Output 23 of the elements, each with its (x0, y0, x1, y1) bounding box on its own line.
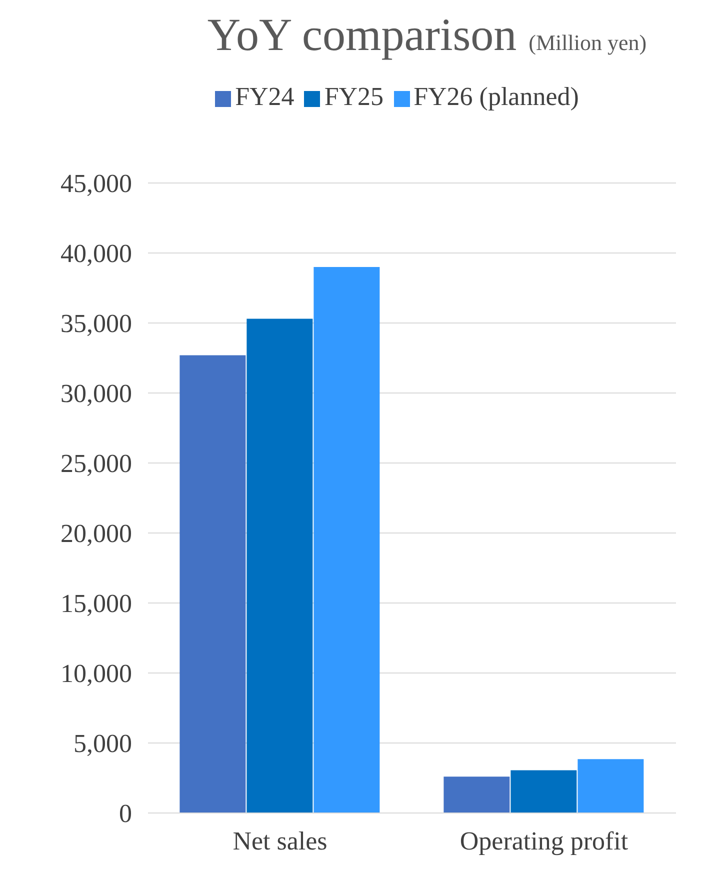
legend-label: FY25 (324, 82, 384, 111)
bar (444, 776, 510, 813)
y-tick-label: 45,000 (60, 169, 132, 198)
legend-label: FY24 (235, 82, 294, 111)
y-tick-label: 10,000 (60, 659, 132, 688)
chart-title: YoY comparison (207, 9, 517, 60)
chart-subtitle: (Million yen) (528, 30, 647, 55)
y-tick-label: 40,000 (60, 239, 132, 268)
y-tick-label: 15,000 (60, 589, 132, 618)
y-tick-label: 35,000 (60, 309, 132, 338)
y-tick-label: 0 (119, 799, 132, 828)
bar (510, 770, 577, 813)
y-tick-label: 25,000 (60, 449, 132, 478)
legend-label: FY26 (planned) (414, 82, 579, 111)
y-tick-label: 20,000 (60, 519, 132, 548)
y-tick-label: 30,000 (60, 379, 132, 408)
bar (180, 355, 246, 813)
x-tick-label: Operating profit (460, 826, 629, 856)
x-tick-label: Net sales (232, 826, 328, 856)
bar (246, 318, 313, 813)
bar (578, 759, 644, 813)
bar (314, 267, 380, 813)
y-tick-label: 5,000 (74, 729, 132, 758)
